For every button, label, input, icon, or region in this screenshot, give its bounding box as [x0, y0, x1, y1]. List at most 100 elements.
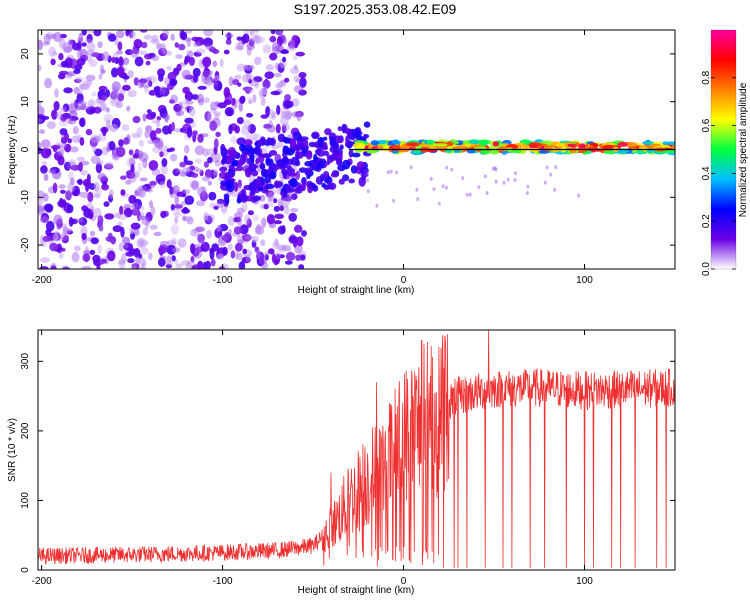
spectrogram-blob — [274, 181, 283, 188]
spectrogram-blob — [169, 78, 178, 86]
spectrogram-blob — [111, 67, 119, 78]
spectrogram-blob — [242, 73, 252, 83]
spectrogram-blob — [258, 194, 266, 202]
spectrogram-blob — [175, 168, 183, 173]
spectrogram-blob — [416, 197, 420, 202]
spectrogram-blob — [277, 225, 286, 235]
spectrogram-blob — [58, 120, 68, 127]
spectrogram-blob — [145, 60, 151, 66]
spectrogram-blob — [97, 244, 102, 255]
spectrogram-blob — [268, 248, 275, 255]
spectrogram-blob — [346, 129, 353, 139]
x-tick-label: -200 — [32, 576, 52, 587]
spectrogram-blob — [63, 46, 73, 53]
spectrogram-y-ticks: -20 -10 0 10 20 — [20, 48, 675, 252]
spectrogram-blob — [280, 50, 290, 54]
spectrogram-blob — [155, 119, 161, 128]
spectrogram-blob — [159, 33, 168, 41]
spectrogram-blob — [494, 167, 498, 172]
spectrogram-blob — [235, 244, 242, 252]
spectrogram-blob — [94, 148, 103, 157]
spectrogram-blob — [139, 240, 149, 246]
spectrogram-blob — [170, 224, 179, 235]
spectrogram-blob — [115, 101, 123, 109]
spectrogram-blob — [130, 48, 139, 59]
spectrogram-blob — [462, 140, 470, 145]
spectrogram-blob — [244, 144, 253, 152]
spectrogram-blob — [206, 229, 212, 239]
spectrogram-blob — [233, 226, 242, 235]
spectrogram-blob — [241, 256, 251, 264]
spectrogram-blob — [184, 58, 188, 65]
spectrogram-blob — [54, 88, 59, 98]
spectrogram-blob — [118, 56, 124, 67]
spectrogram-blob — [268, 192, 273, 202]
spectrogram-blob — [131, 202, 139, 210]
spectrogram-blob — [60, 264, 69, 269]
spectrogram-blob — [306, 174, 311, 180]
spectrogram-blob — [450, 167, 454, 172]
spectrogram-blob — [230, 250, 236, 259]
spectrogram-blob — [87, 191, 94, 203]
colorbar-label: Normalized spectral amplitude — [738, 82, 749, 217]
spectrogram-blob — [57, 218, 63, 225]
spectrogram-blob — [125, 49, 134, 56]
spectrogram-blob — [232, 79, 240, 85]
spectrogram-blob — [184, 195, 195, 205]
spectrogram-blob — [316, 149, 326, 157]
spectrogram-blob — [62, 226, 69, 235]
spectrogram-blob — [282, 56, 287, 63]
spectrogram-blob — [191, 264, 202, 269]
spectrogram-blob — [335, 157, 342, 166]
spectrogram-blob — [254, 225, 265, 235]
spectrogram-blob — [228, 76, 234, 86]
spectrogram-blob — [120, 189, 126, 196]
spectrogram-blob — [445, 141, 454, 147]
spectrogram-blob — [72, 126, 79, 135]
spectrogram-blob — [38, 199, 44, 205]
y-tick-label: 0 — [20, 146, 31, 152]
spectrogram-blob — [346, 141, 353, 149]
spectrogram-blob — [158, 246, 168, 254]
spectrogram-blob — [194, 158, 202, 164]
x-tick-label: 100 — [576, 576, 593, 587]
x-tick-label: 0 — [401, 576, 407, 587]
spectrogram-blob — [53, 214, 63, 226]
spectrogram-blob — [179, 161, 187, 168]
spectrogram-blob — [130, 170, 140, 180]
spectrogram-blob — [157, 257, 166, 267]
spectrogram-blob — [117, 93, 125, 102]
spectrogram-blob — [60, 189, 66, 194]
spectrogram-blob — [230, 136, 237, 144]
spectrogram-blob — [219, 58, 224, 68]
spectrogram-blob — [79, 191, 90, 199]
spectrogram-blob — [101, 51, 110, 62]
spectrogram-blob — [185, 160, 194, 166]
spectrogram-blob — [86, 49, 96, 56]
spectrogram-blob — [214, 160, 221, 167]
spectrogram-blob — [243, 65, 253, 71]
spectrogram-blob — [138, 188, 146, 198]
spectrogram-blob — [45, 229, 52, 236]
spectrogram-blob — [71, 42, 81, 51]
spectrogram-blob — [120, 226, 125, 238]
colorbar-tick-label: 0.0 — [701, 262, 712, 276]
spectrogram-blob — [100, 104, 107, 111]
spectrogram-blob — [111, 81, 121, 92]
spectrogram-blob — [269, 36, 274, 42]
spectrogram-blob — [354, 147, 363, 153]
spectrogram-blob — [123, 137, 130, 145]
spectrogram-blob — [204, 169, 213, 179]
spectrogram-blob — [269, 170, 277, 180]
spectrogram-blob — [250, 132, 258, 141]
spectrogram-blob — [271, 253, 276, 264]
spectrogram-blob — [81, 232, 87, 241]
spectrogram-blob — [130, 208, 141, 216]
spectrogram-blob — [209, 248, 215, 260]
spectrogram-blob — [366, 178, 369, 183]
spectrogram-blob — [171, 121, 175, 132]
spectrogram-blob — [63, 235, 69, 241]
spectrogram-blob — [116, 146, 126, 158]
spectrogram-blob — [67, 182, 75, 193]
